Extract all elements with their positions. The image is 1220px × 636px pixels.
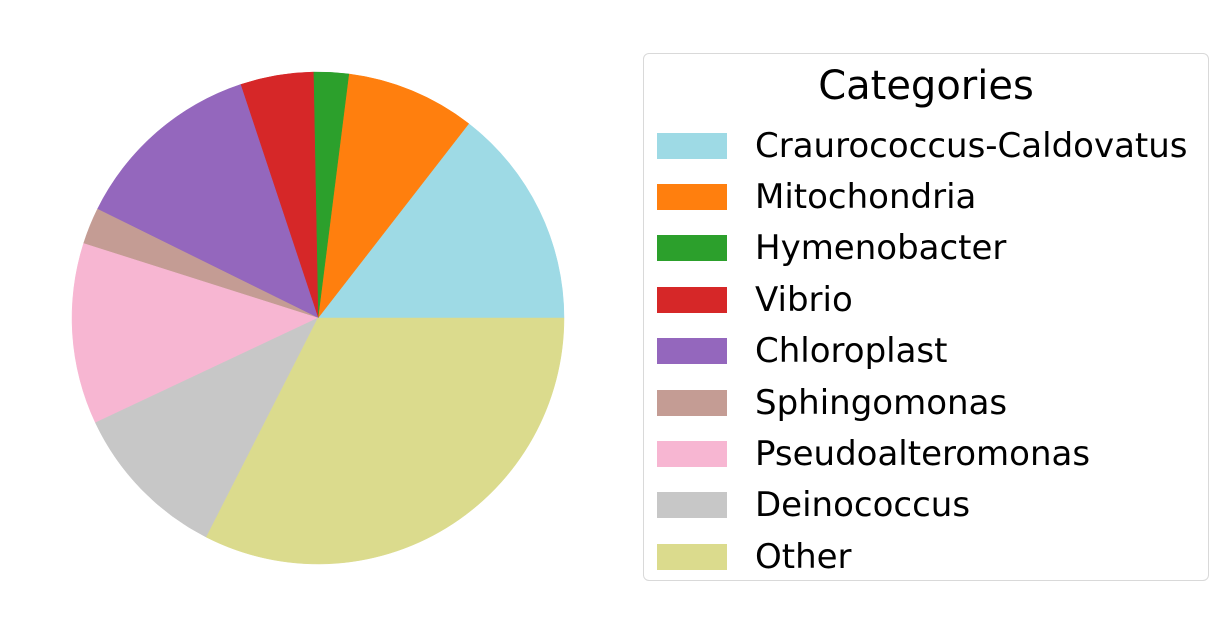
legend-item: Mitochondria xyxy=(657,171,1188,222)
legend-label: Sphingomonas xyxy=(755,382,1008,423)
legend-label: Vibrio xyxy=(755,279,853,320)
pie-slice-other xyxy=(205,317,565,565)
legend-label: Pseudoalteromonas xyxy=(755,434,1091,475)
legend-items: Craurococcus-Caldovatus Mitochondria Hymen… xyxy=(657,120,1188,583)
pie-slice-mitochondria xyxy=(317,73,470,319)
legend-item: Other xyxy=(657,531,1188,582)
legend-label: Chloroplast xyxy=(755,331,948,372)
legend-label: Hymenobacter xyxy=(755,228,1007,269)
legend-swatch xyxy=(657,184,727,211)
legend-title: Categories xyxy=(818,63,1034,109)
legend-swatch xyxy=(657,441,727,468)
legend-item: Deinococcus xyxy=(657,480,1188,531)
legend-item: Hymenobacter xyxy=(657,223,1188,274)
legend-swatch xyxy=(657,235,727,262)
legend-label: Craurococcus-Caldovatus xyxy=(755,125,1188,166)
legend-label: Mitochondria xyxy=(755,177,977,218)
legend-item: Craurococcus-Caldovatus xyxy=(657,120,1188,171)
legend-item: Chloroplast xyxy=(657,326,1188,377)
legend-item: Sphingomonas xyxy=(657,377,1188,428)
legend-swatch xyxy=(657,286,727,313)
legend-item: Vibrio xyxy=(657,274,1188,325)
legend-item: Pseudoalteromonas xyxy=(657,428,1188,479)
legend-label: Deinococcus xyxy=(755,485,971,526)
pie-slice-craurococcus-caldovatus xyxy=(317,123,565,319)
legend-swatch xyxy=(657,338,727,365)
legend-swatch xyxy=(657,389,727,416)
pie-slices xyxy=(71,71,565,565)
legend-swatch xyxy=(657,543,727,570)
legend-label: Other xyxy=(755,536,852,577)
pie-slice-deinococcus xyxy=(95,317,319,538)
legend-swatch xyxy=(657,492,727,519)
legend: Categories Craurococcus-Caldovatus Mitoch… xyxy=(643,53,1209,581)
legend-swatch xyxy=(657,132,727,159)
pie-plot xyxy=(71,71,565,565)
pie-slice-pseudoalteromonas xyxy=(71,243,319,424)
pie-slice-chloroplast xyxy=(97,84,319,319)
